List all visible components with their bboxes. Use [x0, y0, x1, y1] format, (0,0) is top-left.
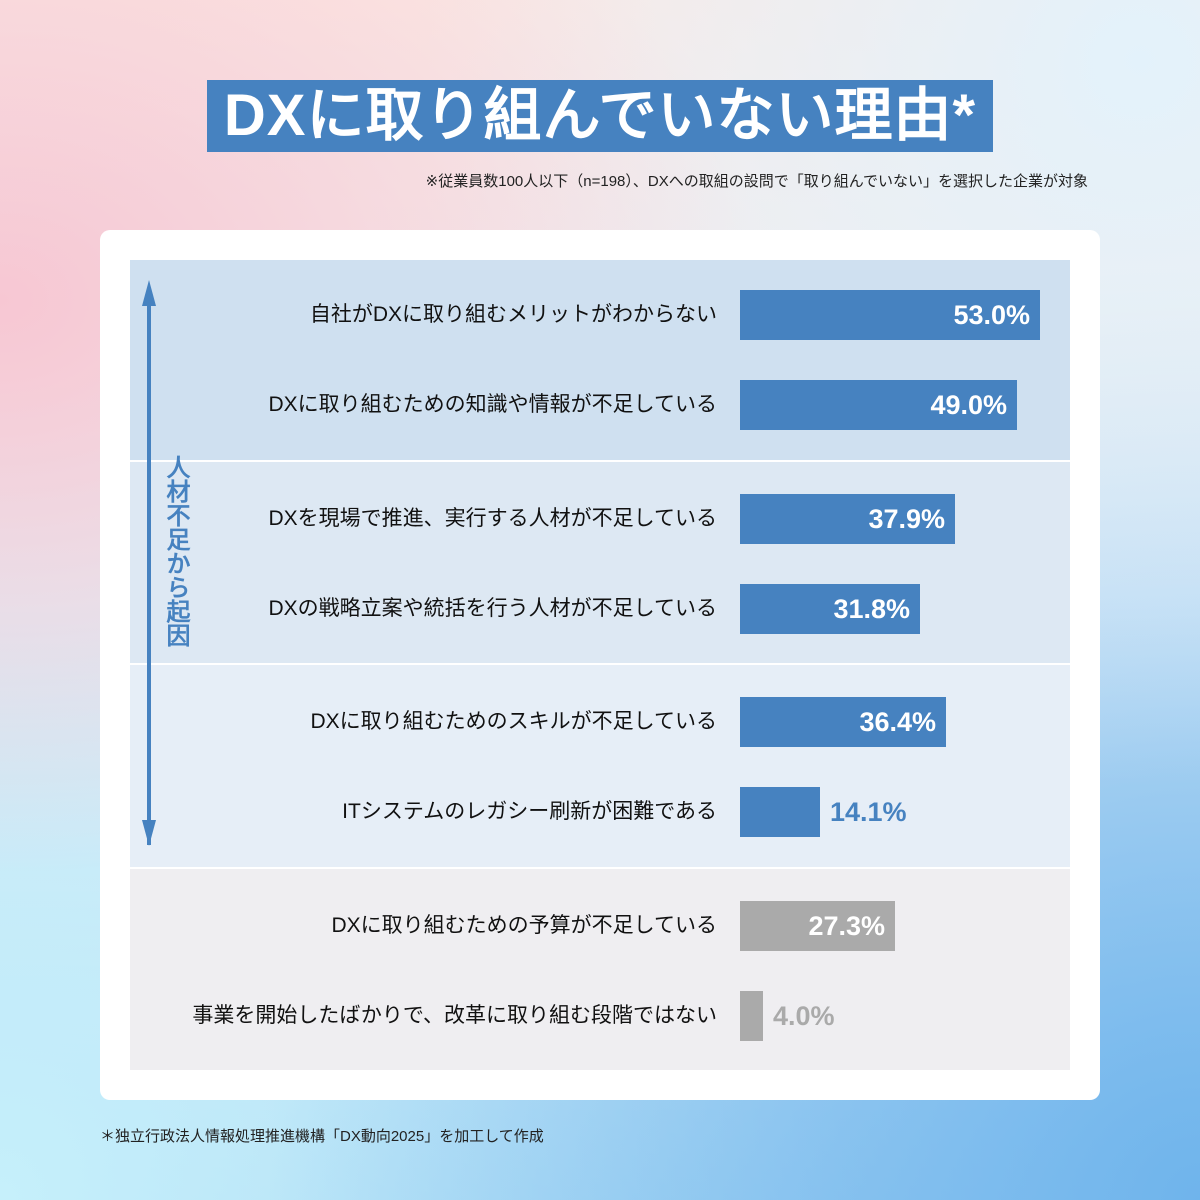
bar-row: DXに取り組むための知識や情報が不足している 49.0% — [130, 380, 1070, 430]
talent-shortage-label: 人材不足から起因 — [162, 455, 189, 647]
section-2: DXを現場で推進、実行する人材が不足している 37.9% DXの戦略立案や統括を… — [130, 462, 1070, 663]
bar-value: 4.0% — [773, 1001, 835, 1031]
bar-row: DXに取り組むための予算が不足している 27.3% — [130, 901, 1070, 951]
bar-row: DXを現場で推進、実行する人材が不足している 37.9% — [130, 494, 1070, 544]
bar-value: 31.8% — [833, 594, 910, 624]
page-title: DXに取り組んでいない理由* — [207, 80, 993, 152]
double-arrow-line — [147, 290, 151, 845]
bar-row: DXに取り組むためのスキルが不足している 36.4% — [130, 697, 1070, 747]
bar-label: ITシステムのレガシー刷新が困難である — [342, 800, 717, 823]
bar — [740, 697, 946, 747]
chart-card: 自社がDXに取り組むメリットがわからない 53.0% DXに取り組むための知識や… — [100, 230, 1100, 1100]
bar — [740, 584, 920, 634]
bar-value: 27.3% — [808, 911, 885, 941]
bar-label: DXに取り組むための予算が不足している — [331, 914, 717, 937]
bar — [740, 991, 763, 1041]
bar — [740, 901, 895, 951]
bar-label: 自社がDXに取り組むメリットがわからない — [309, 303, 717, 326]
bar — [740, 494, 955, 544]
source-footnote: ＊独立行政法人情報処理推進機構「DX動向2025」を加工して作成 — [100, 1128, 544, 1145]
bar — [740, 290, 1040, 340]
bar-row: 事業を開始したばかりで、改革に取り組む段階ではない 4.0% — [130, 991, 1070, 1041]
bar-label: DXに取り組むための知識や情報が不足している — [268, 393, 717, 416]
bar-label: DXを現場で推進、実行する人材が不足している — [268, 507, 717, 530]
section-1: 自社がDXに取り組むメリットがわからない 53.0% DXに取り組むための知識や… — [130, 260, 1070, 460]
section-4: DXに取り組むための予算が不足している 27.3% 事業を開始したばかりで、改革… — [130, 869, 1070, 1070]
bar-value: 53.0% — [953, 300, 1030, 330]
bar-row: ITシステムのレガシー刷新が困難である 14.1% — [130, 787, 1070, 837]
section-3: DXに取り組むためのスキルが不足している 36.4% ITシステムのレガシー刷新… — [130, 665, 1070, 867]
bar-label: 事業を開始したばかりで、改革に取り組む段階ではない — [192, 1004, 717, 1027]
bar-label: DXに取り組むためのスキルが不足している — [310, 710, 717, 733]
bar-value: 14.1% — [830, 797, 907, 827]
survey-note: ※従業員数100人以下（n=198）、DXへの取組の設問で「取り組んでいない」を… — [425, 173, 1088, 190]
bar-value: 36.4% — [859, 707, 936, 737]
bar-value: 37.9% — [868, 504, 945, 534]
bar-label: DXの戦略立案や統括を行う人材が不足している — [268, 597, 717, 620]
arrow-down-icon — [142, 820, 156, 846]
bar-row: 自社がDXに取り組むメリットがわからない 53.0% — [130, 290, 1070, 340]
bar-row: DXの戦略立案や統括を行う人材が不足している 31.8% — [130, 584, 1070, 634]
bar — [740, 380, 1017, 430]
bar — [740, 787, 820, 837]
bar-value: 49.0% — [930, 390, 1007, 420]
